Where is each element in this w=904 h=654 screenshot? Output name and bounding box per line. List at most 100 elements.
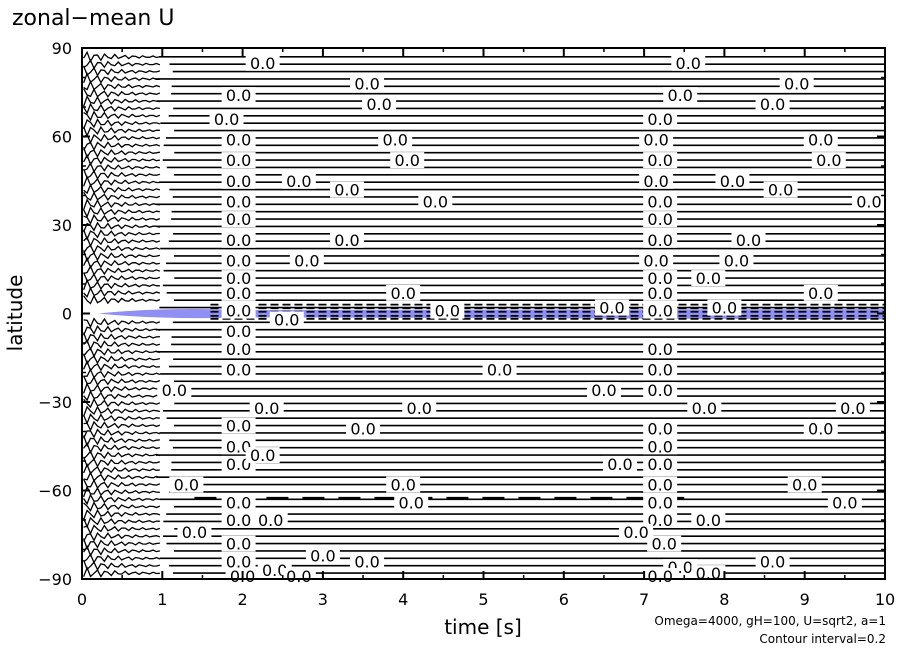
contour-label-bg [811,152,846,169]
contour-wave [83,471,161,482]
contour-label: 0.0 [399,493,424,512]
contour-label: 0.0 [286,172,311,191]
contour-label-bg [386,476,421,493]
contour-label-bg [851,193,886,210]
contour-label: 0.0 [162,381,187,400]
contour-label-bg [305,547,340,564]
contour-wave [83,324,161,336]
contour-label-bg [643,420,678,437]
contour-label: 0.0 [226,322,251,341]
contour-wave [83,524,161,536]
contour-wave [82,65,161,77]
contour-wave [82,508,161,521]
contour-label: 0.0 [354,552,379,571]
contour-label: 0.0 [724,251,749,270]
contour-label-bg [245,447,280,464]
contour-wave [83,478,161,490]
contour-label-bg [687,399,722,416]
contour-label: 0.0 [696,269,721,288]
contour-label-bg [691,270,726,287]
contour-wave [83,294,161,305]
contour-label-bg [221,553,256,570]
x-tick-label: 0 [77,590,87,609]
x-axis-label: time [s] [444,615,522,639]
x-tick-label: 5 [478,590,488,609]
contour-label: 0.0 [651,535,676,554]
contour-label: 0.0 [226,210,251,229]
contour-label-bg [221,152,256,169]
contour-label-bg [390,152,425,169]
contour-label: 0.0 [760,95,785,114]
contour-wave [82,125,160,138]
contour-label: 0.0 [226,417,251,436]
contour-label-bg [221,252,256,269]
contour-label: 0.0 [214,110,239,129]
contour-wave [83,462,160,475]
contour-label: 0.0 [250,54,275,73]
contour-label-bg [249,399,284,416]
contour-label: 0.0 [647,340,672,359]
contour-label-bg [221,417,256,434]
y-axis-label: latitude [3,275,27,352]
contour-wave [82,118,161,130]
contour-label: 0.0 [226,455,251,474]
contour-label: 0.0 [226,284,251,303]
contour-wave [83,87,161,98]
contour-label-bg [639,131,674,148]
contour-label: 0.0 [808,284,833,303]
contour-wave [83,244,161,255]
contour-label: 0.0 [647,110,672,129]
contour-label-bg [245,54,280,71]
contour-label: 0.0 [784,74,809,93]
contour-label: 0.0 [254,399,279,418]
contour-label: 0.0 [760,552,785,571]
x-tick-label: 3 [318,590,328,609]
contour-label: 0.0 [423,192,448,211]
contour-label: 0.0 [736,231,761,250]
contour-label: 0.0 [310,546,335,565]
y-tick-label: −30 [38,393,72,412]
y-tick-label: −90 [38,570,72,589]
contour-wave [83,133,161,145]
contour-label-bg [221,131,256,148]
contour-wave [83,213,161,225]
contour-label-bg [253,512,288,528]
contour-wave [83,531,161,542]
contour-label: 0.0 [262,561,287,580]
contour-label: 0.0 [182,523,207,542]
contour-label-bg [281,172,316,189]
contour-wave [82,198,161,211]
contour-label-bg [603,455,638,472]
contour-label: 0.0 [390,476,415,495]
contour-wave [83,183,161,195]
contour-wave [82,538,160,551]
contour-label-bg [402,399,437,416]
contour-interval-annotation: Contour interval=0.2 [759,632,886,646]
contour-label-bg [586,382,621,399]
contour-label-bg [643,193,678,210]
contour-label-bg [221,193,256,210]
contour-label: 0.0 [294,251,319,270]
contour-label: 0.0 [487,361,512,380]
contour-label-bg [281,568,316,585]
contour-label: 0.0 [647,381,672,400]
contour-label-bg [643,340,678,357]
contour-wave [83,256,160,269]
contour-label-bg [715,172,750,189]
contour-wave [82,516,160,529]
contour-label-bg [350,553,385,570]
contour-label: 0.0 [226,437,251,456]
contour-label-bg [418,193,453,210]
contour-wave [83,79,161,91]
contour-wave [82,435,160,448]
contour-label: 0.0 [647,151,672,170]
contour-wave [83,450,161,461]
contour-label: 0.0 [696,564,721,583]
contour-label: 0.0 [808,420,833,439]
contour-wave [82,221,161,233]
contour-label: 0.0 [647,511,672,530]
contour-label-bg [378,131,413,148]
contour-label-bg [643,438,678,455]
contour-label: 0.0 [226,552,251,571]
